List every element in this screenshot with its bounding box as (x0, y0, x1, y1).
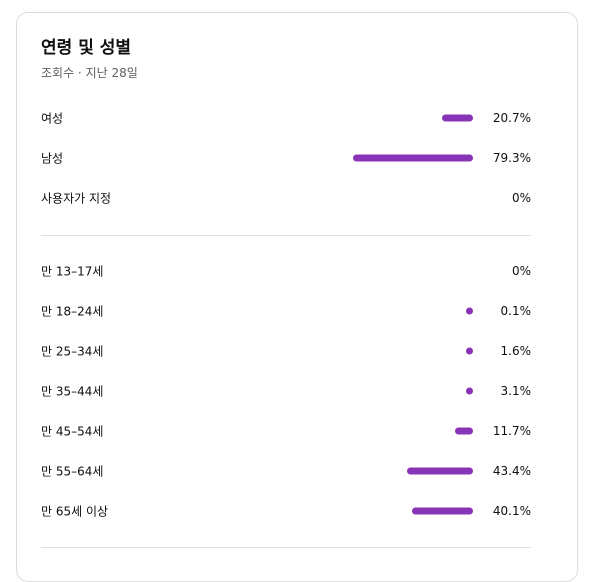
age-label: 만 45–54세 (41, 424, 104, 439)
age-row: 만 25–34세 1.6% (41, 331, 531, 371)
age-bar (466, 307, 473, 315)
gender-row: 사용자가 지정 0% (41, 178, 531, 218)
gender-percent: 79.3% (492, 151, 531, 165)
age-row: 만 13–17세 0% (41, 251, 531, 291)
age-label: 만 18–24세 (41, 304, 104, 319)
age-percent: 43.4% (492, 464, 531, 478)
gender-row: 여성 20.7% (41, 98, 531, 138)
gender-percent: 0% (511, 191, 531, 205)
age-percent: 11.7% (492, 424, 531, 438)
card-subtitle: 조회수 · 지난 28일 (41, 66, 138, 80)
age-gender-card: 연령 및 성별 조회수 · 지난 28일 여성 20.7% 남성 79.3% 사용자가 … (16, 12, 578, 582)
age-percent: 40.1% (492, 504, 531, 518)
age-percent: 0.1% (500, 304, 532, 318)
age-label: 만 13–17세 (41, 264, 104, 279)
age-bar (466, 387, 473, 395)
gender-bar (353, 154, 473, 162)
age-label: 만 25–34세 (41, 344, 104, 359)
age-percent: 3.1% (500, 384, 532, 398)
gender-row: 남성 79.3% (41, 138, 531, 178)
gender-label: 남성 (41, 151, 64, 166)
age-percent: 1.6% (500, 344, 532, 358)
gender-label: 여성 (41, 111, 64, 126)
section-divider (41, 235, 531, 236)
card-title: 연령 및 성별 (41, 38, 132, 58)
age-label: 만 65세 이상 (41, 504, 109, 519)
age-label: 만 35–44세 (41, 384, 104, 399)
gender-percent: 20.7% (492, 111, 531, 125)
age-percent: 0% (511, 264, 531, 278)
age-bar (407, 467, 473, 475)
age-label: 만 55–64세 (41, 464, 104, 479)
age-bar (412, 507, 473, 515)
age-row: 만 18–24세 0.1% (41, 291, 531, 331)
age-bar (466, 347, 473, 355)
gender-bar (442, 114, 473, 122)
age-row: 만 65세 이상 40.1% (41, 491, 531, 531)
section-divider (41, 547, 531, 548)
gender-breakdown: 여성 20.7% 남성 79.3% 사용자가 지정 0% (41, 98, 531, 218)
age-row: 만 45–54세 11.7% (41, 411, 531, 451)
age-row: 만 35–44세 3.1% (41, 371, 531, 411)
age-breakdown: 만 13–17세 0% 만 18–24세 0.1% 만 25–34세 1.6% 만 35–4… (41, 251, 531, 531)
gender-label: 사용자가 지정 (41, 191, 112, 206)
age-row: 만 55–64세 43.4% (41, 451, 531, 491)
age-bar (455, 427, 473, 435)
